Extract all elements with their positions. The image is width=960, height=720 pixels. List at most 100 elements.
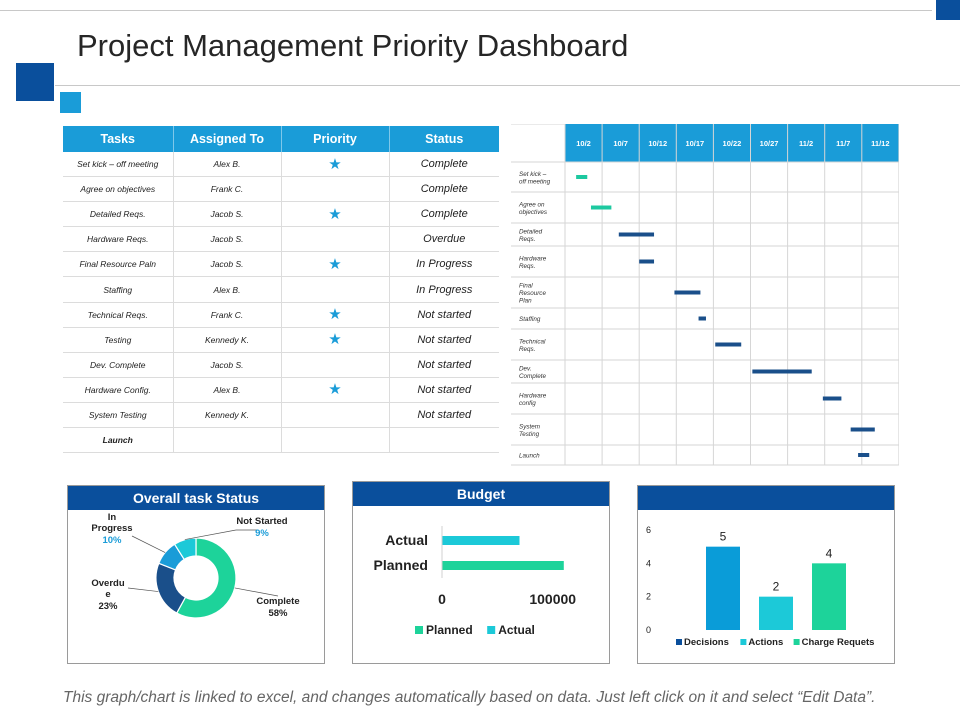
decision-bar [759, 596, 793, 630]
legend-swatch [415, 626, 423, 634]
task-status: Overdue [389, 226, 499, 253]
footnote: This graph/chart is linked to excel, and… [63, 689, 876, 706]
budget-tick-label: 0 [438, 591, 446, 607]
bar-data-label: 2 [773, 580, 780, 594]
task-assignee [173, 427, 282, 454]
task-assignee: Alex B. [173, 152, 282, 178]
gantt-date-label: 10/7 [613, 139, 628, 148]
task-priority: ★ [281, 327, 390, 353]
budget-bar [442, 561, 564, 570]
decision-bar [812, 563, 846, 630]
task-status: Not started [389, 302, 499, 328]
gantt-bar [590, 205, 612, 210]
budget-category-label: Planned [374, 557, 428, 573]
gantt-date-label: 11/12 [871, 139, 889, 148]
table-row: Hardware Config. Alex B. ★ Not started [63, 377, 499, 403]
table-row: Final Resource Paln Jacob S. ★ In Progress [63, 251, 499, 278]
slice-label: Overdu [91, 578, 124, 589]
task-status: In Progress [389, 276, 499, 303]
task-priority [281, 352, 390, 378]
gantt-bar [618, 232, 655, 237]
task-assignee: Kennedy K. [173, 402, 282, 429]
task-assignee: Jacob S. [173, 201, 282, 228]
legend-label: Actions [748, 637, 783, 648]
task-name: System Testing [63, 402, 174, 429]
task-priority [281, 276, 390, 303]
task-name: Detailed Reqs. [63, 201, 174, 228]
slice-pct: 10% [102, 535, 122, 546]
task-status: Not started [389, 377, 499, 403]
budget-chart: Actual Planned 0 100000 Planned Actual [374, 526, 576, 637]
task-status-title: Overall task Status [68, 486, 324, 510]
budget-tick-label: 100000 [529, 591, 576, 607]
gantt-date-label: 10/27 [760, 139, 779, 148]
task-priority: ★ [281, 377, 390, 403]
leader-line [131, 535, 166, 553]
y-tick-label: 0 [646, 625, 651, 635]
gantt-bar [715, 342, 742, 347]
task-priority: ★ [281, 201, 390, 228]
task-priority [281, 402, 390, 429]
slice-pct: 23% [98, 601, 118, 612]
task-status: In Progress [389, 251, 499, 278]
decisions-chart: 0 2 4 6 5 2 4 Decisions Actions Charge Requets [646, 525, 874, 648]
gantt-bar [639, 259, 655, 264]
table-row: Dev. Complete Jacob S. Not started [63, 352, 499, 378]
gantt-bar [822, 396, 842, 401]
task-assignee: Jacob S. [173, 226, 282, 253]
leader-line [184, 529, 237, 540]
task-priority [281, 176, 390, 203]
table-row: System Testing Kennedy K. Not started [63, 402, 499, 429]
decisions-header [638, 486, 894, 510]
task-table-header: Tasks Assigned To Priority Status [63, 126, 499, 152]
task-status: Not started [389, 327, 499, 353]
slice-label: In [108, 512, 117, 523]
deco-square-large [16, 63, 54, 101]
task-assignee: Frank C. [173, 176, 282, 203]
table-row: Staffing Alex B. In Progress [63, 276, 499, 303]
deco-square-small [60, 92, 81, 113]
donut-slice [155, 562, 187, 614]
priority-star-icon: ★ [328, 331, 342, 349]
decisions-panel: 0 2 4 6 5 2 4 Decisions Actions Charge Requets [637, 485, 895, 664]
priority-star-icon: ★ [328, 255, 342, 273]
budget-category-label: Actual [385, 532, 428, 548]
leader-line [234, 587, 279, 597]
gantt-bar [674, 290, 701, 295]
slice-pct: 58% [268, 608, 288, 619]
gantt-date-label: 10/12 [648, 139, 667, 148]
legend-swatch [676, 639, 682, 645]
leader-line [127, 587, 159, 592]
slice-pct: 9% [255, 528, 269, 539]
task-priority: ★ [281, 251, 390, 278]
task-assignee: Jacob S. [173, 251, 282, 278]
task-assignee: Alex B. [173, 377, 282, 403]
budget-bar [442, 536, 520, 545]
gantt-bar [850, 427, 875, 432]
gantt-task-label: Launch [519, 453, 540, 460]
table-row: Testing Kennedy K. ★ Not started [63, 327, 499, 353]
task-status: Complete [389, 152, 499, 178]
header-status: Status [389, 126, 499, 152]
task-priority [281, 226, 390, 253]
gantt-task-label: System Testing [519, 423, 540, 438]
table-row: Set kick – off meeting Alex B. ★ Complete [63, 152, 499, 178]
task-assignee: Jacob S. [173, 352, 282, 378]
header-assigned: Assigned To [173, 126, 282, 152]
table-row: Agree on objectives Frank C. Complete [63, 176, 499, 203]
gantt-task-label: Detailed Reqs. [519, 228, 543, 243]
page-title: Project Management Priority Dashboard [77, 28, 629, 63]
gantt-task-label: Technical Reqs. [519, 338, 546, 353]
task-status: Not started [389, 352, 499, 378]
table-row: Technical Reqs. Frank C. ★ Not started [63, 302, 499, 328]
gantt-header-bg [565, 124, 899, 162]
header-priority: Priority [281, 126, 390, 152]
gantt-task-label: Set kick – off meeting [519, 171, 551, 186]
task-priority [281, 427, 390, 454]
corner-square [936, 0, 960, 20]
priority-star-icon: ★ [328, 155, 342, 173]
task-name: Dev. Complete [63, 352, 174, 378]
task-assignee: Kennedy K. [173, 327, 282, 353]
gantt-bar [752, 369, 812, 374]
task-status: Complete [389, 201, 499, 228]
